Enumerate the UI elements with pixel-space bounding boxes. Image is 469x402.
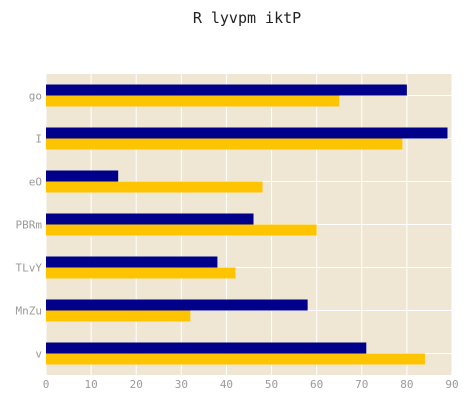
bar-PBRm-series-1 bbox=[46, 213, 254, 225]
y-tick-label: TLvY bbox=[16, 262, 43, 275]
y-tick-label: v bbox=[35, 348, 42, 361]
chart-title: R lyvpm iktP bbox=[193, 9, 301, 27]
x-tick-label: 30 bbox=[175, 378, 188, 391]
y-tick-label: PBRm bbox=[16, 219, 43, 232]
bars bbox=[46, 84, 448, 365]
x-tick-label: 0 bbox=[43, 378, 50, 391]
bar-TLvY-series-2 bbox=[46, 267, 236, 279]
bar-go-series-1 bbox=[46, 84, 407, 96]
bar-MnZu-series-1 bbox=[46, 299, 308, 311]
x-tick-label: 60 bbox=[310, 378, 323, 391]
y-tick-label: go bbox=[29, 90, 42, 103]
bar-v-series-2 bbox=[46, 353, 425, 365]
bar-TLvY-series-1 bbox=[46, 256, 218, 268]
x-tick-label: 10 bbox=[84, 378, 97, 391]
x-tick-label: 20 bbox=[130, 378, 143, 391]
y-tick-label: eO bbox=[29, 176, 42, 189]
x-tick-label: 80 bbox=[400, 378, 413, 391]
bar-eO-series-2 bbox=[46, 181, 263, 193]
bar-PBRm-series-2 bbox=[46, 224, 317, 236]
bar-I-series-2 bbox=[46, 138, 403, 150]
bar-go-series-2 bbox=[46, 95, 340, 107]
x-tick-label: 70 bbox=[355, 378, 368, 391]
y-tick-label: I bbox=[35, 133, 42, 146]
x-tick-label: 40 bbox=[220, 378, 233, 391]
bar-MnZu-series-2 bbox=[46, 310, 191, 322]
bar-eO-series-1 bbox=[46, 170, 119, 182]
x-tick-label: 50 bbox=[265, 378, 278, 391]
x-tick-label: 90 bbox=[445, 378, 458, 391]
y-tick-label: MnZu bbox=[16, 305, 43, 318]
bar-I-series-1 bbox=[46, 127, 448, 139]
y-tick-labels: go IeO PBRm TLvY MnZu v bbox=[16, 90, 43, 361]
bar-v-series-1 bbox=[46, 342, 367, 354]
x-tick-labels: 0 10 20 30 40 50 60 70 80 90 bbox=[43, 378, 459, 391]
